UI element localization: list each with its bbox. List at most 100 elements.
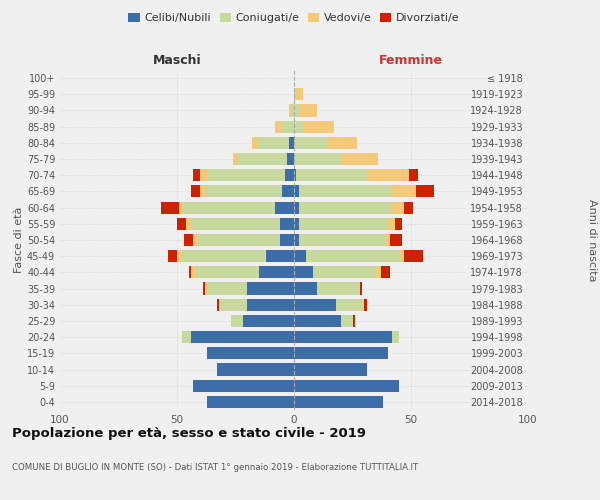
Bar <box>177 250 294 262</box>
Bar <box>193 234 294 246</box>
Bar <box>294 298 364 311</box>
Bar <box>182 250 294 262</box>
Bar <box>259 266 294 278</box>
Bar <box>294 348 388 360</box>
Bar <box>294 120 334 132</box>
Bar <box>294 396 383 408</box>
Bar <box>294 104 299 117</box>
Bar <box>257 137 294 149</box>
Bar <box>231 315 294 327</box>
Bar <box>294 282 359 294</box>
Bar <box>283 186 294 198</box>
Bar <box>294 396 383 408</box>
Bar <box>242 315 294 327</box>
Bar <box>294 120 334 132</box>
Bar <box>203 282 294 294</box>
Bar <box>179 202 294 213</box>
Bar <box>238 153 294 165</box>
Bar <box>294 331 400 343</box>
Bar <box>294 234 390 246</box>
Bar <box>280 218 294 230</box>
Bar <box>233 153 294 165</box>
Bar <box>294 186 392 198</box>
Bar <box>294 186 434 198</box>
Bar <box>294 169 296 181</box>
Bar <box>294 104 317 117</box>
Bar <box>184 202 294 213</box>
Bar <box>217 364 294 376</box>
Bar <box>294 218 299 230</box>
Bar <box>275 202 294 213</box>
Bar <box>217 364 294 376</box>
Bar <box>191 331 294 343</box>
Bar <box>208 348 294 360</box>
Bar <box>252 137 294 149</box>
Text: Maschi: Maschi <box>152 54 202 67</box>
Bar <box>294 348 388 360</box>
Bar <box>284 169 294 181</box>
Bar <box>294 169 367 181</box>
Bar <box>289 104 294 117</box>
Bar <box>182 331 294 343</box>
Bar <box>208 396 294 408</box>
Bar <box>294 282 317 294</box>
Bar <box>198 234 294 246</box>
Bar <box>294 396 383 408</box>
Bar <box>294 202 392 213</box>
Bar <box>196 266 294 278</box>
Bar <box>205 282 294 294</box>
Bar <box>294 250 400 262</box>
Bar <box>188 266 294 278</box>
Bar <box>208 348 294 360</box>
Bar <box>294 364 367 376</box>
Bar <box>182 331 294 343</box>
Bar <box>294 137 357 149</box>
Bar <box>266 250 294 262</box>
Bar <box>275 120 294 132</box>
Bar <box>294 137 357 149</box>
Bar <box>184 234 294 246</box>
Bar <box>161 202 294 213</box>
Bar <box>294 234 401 246</box>
Bar <box>294 380 400 392</box>
Bar <box>294 137 327 149</box>
Bar <box>294 218 401 230</box>
Bar <box>208 282 294 294</box>
Bar <box>294 282 359 294</box>
Bar <box>289 137 294 149</box>
Bar <box>205 186 294 198</box>
Bar <box>247 282 294 294</box>
Bar <box>289 104 294 117</box>
Bar <box>193 380 294 392</box>
Bar <box>294 120 304 132</box>
Bar <box>294 169 418 181</box>
Bar <box>294 250 422 262</box>
Bar <box>182 331 294 343</box>
Bar <box>294 380 400 392</box>
Bar <box>247 298 294 311</box>
Bar <box>219 298 294 311</box>
Text: COMUNE DI BUGLIO IN MONTE (SO) - Dati ISTAT 1° gennaio 2019 - Elaborazione TUTTI: COMUNE DI BUGLIO IN MONTE (SO) - Dati IS… <box>12 462 418 471</box>
Bar <box>217 364 294 376</box>
Bar <box>294 331 400 343</box>
Bar <box>200 186 294 198</box>
Bar <box>294 380 400 392</box>
Bar <box>275 120 294 132</box>
Bar <box>294 266 376 278</box>
Bar <box>177 218 294 230</box>
Legend: Celibi/Nubili, Coniugati/e, Vedovi/e, Divorziati/e: Celibi/Nubili, Coniugati/e, Vedovi/e, Di… <box>126 10 462 26</box>
Bar <box>193 380 294 392</box>
Bar <box>283 120 294 132</box>
Bar <box>294 315 353 327</box>
Bar <box>294 315 353 327</box>
Bar <box>294 202 404 213</box>
Bar <box>233 153 294 165</box>
Bar <box>294 250 306 262</box>
Bar <box>193 380 294 392</box>
Bar <box>294 88 304 101</box>
Bar <box>294 364 367 376</box>
Bar <box>294 88 296 101</box>
Bar <box>200 169 294 181</box>
Bar <box>294 202 413 213</box>
Bar <box>208 396 294 408</box>
